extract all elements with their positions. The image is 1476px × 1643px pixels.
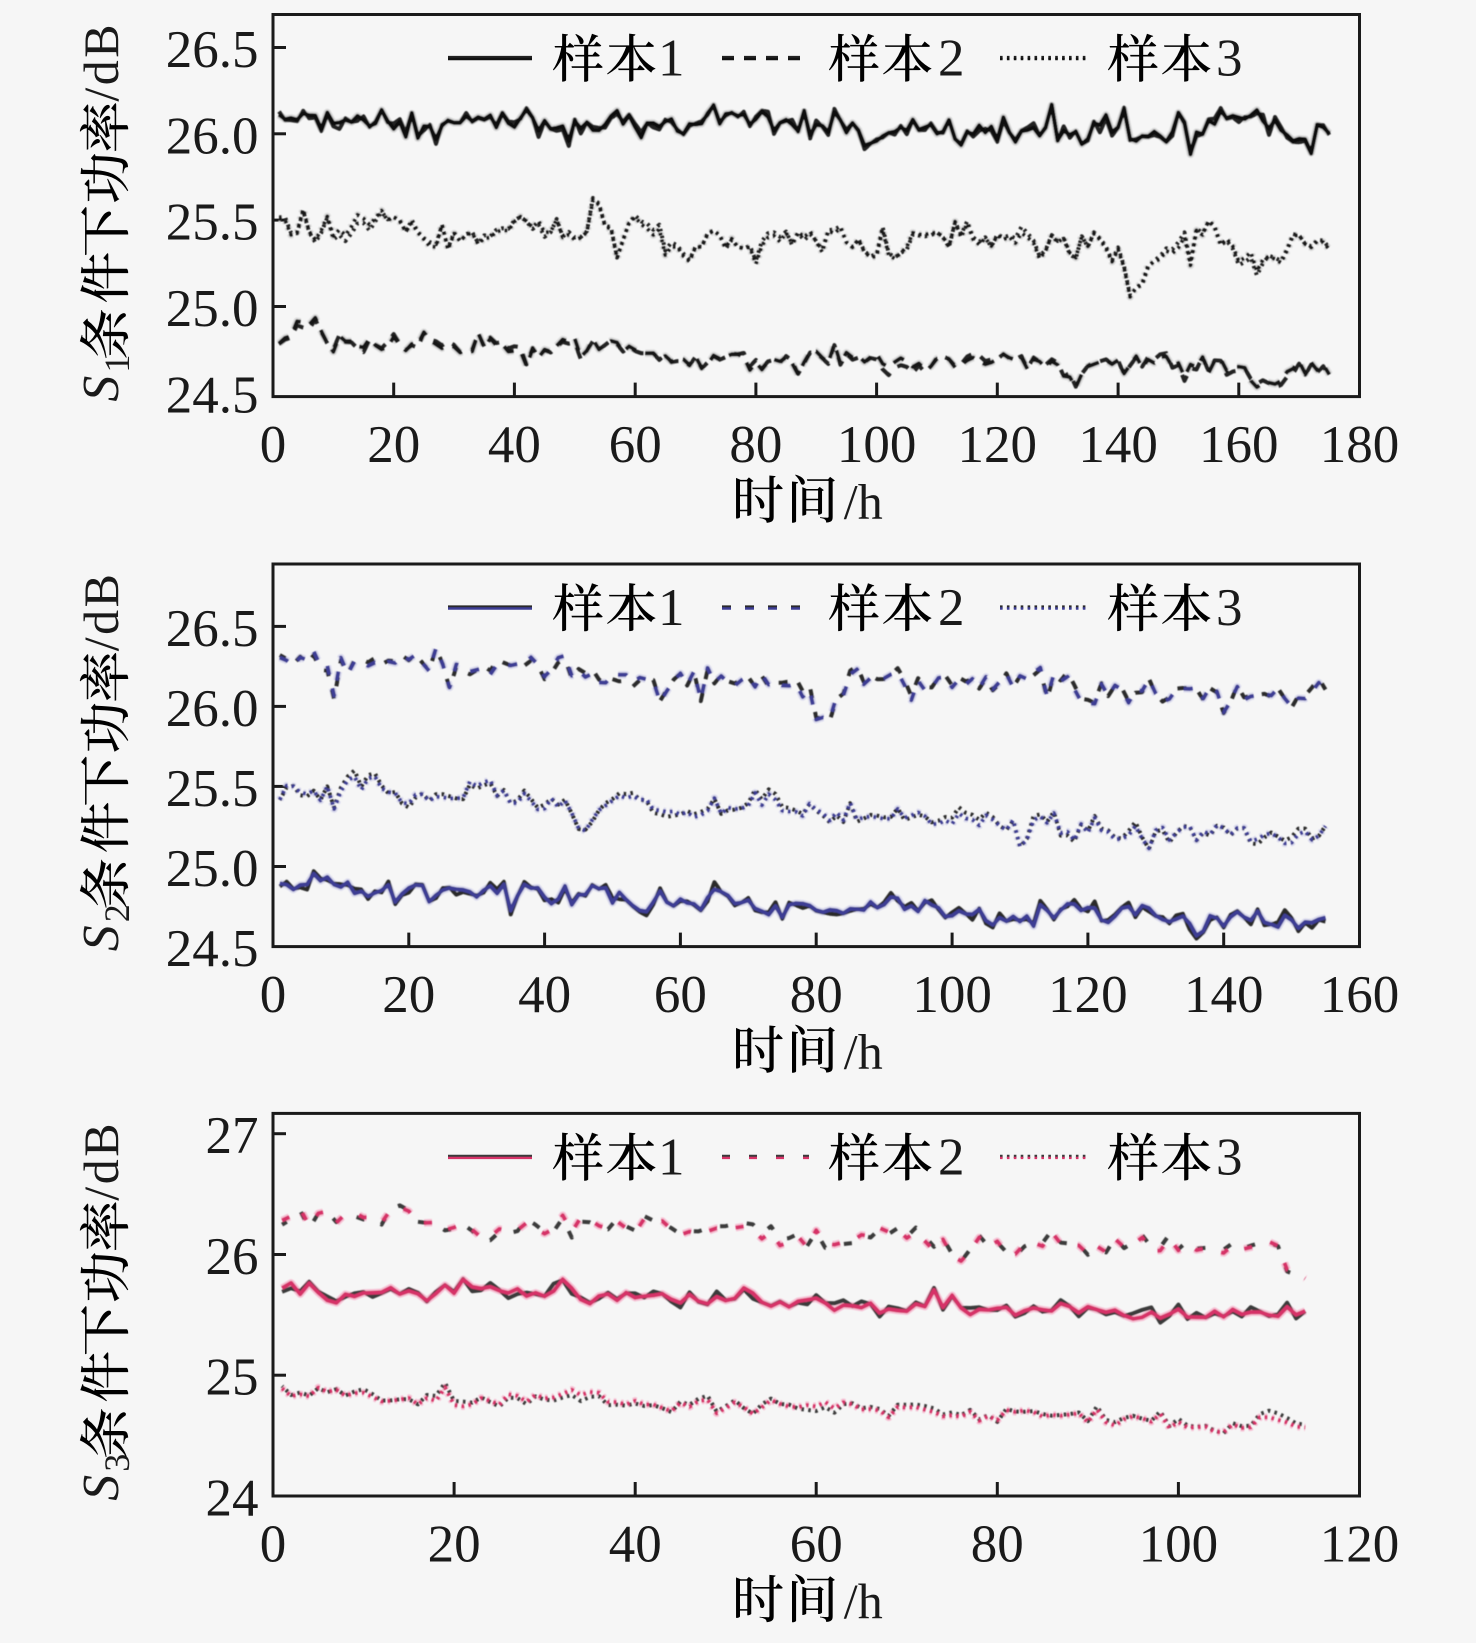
svg-text:25.0: 25.0 — [166, 840, 259, 898]
svg-text:/dB: /dB — [73, 22, 129, 102]
svg-text:160: 160 — [1320, 966, 1400, 1024]
svg-text:140: 140 — [1184, 966, 1264, 1024]
svg-text:25.5: 25.5 — [166, 760, 259, 818]
svg-text:/h: /h — [844, 1573, 883, 1629]
svg-text:2: 2 — [97, 904, 137, 922]
svg-text:25.0: 25.0 — [166, 280, 259, 338]
svg-text:140: 140 — [1078, 416, 1158, 474]
svg-text:180: 180 — [1320, 416, 1400, 474]
svg-text:1: 1 — [658, 30, 685, 88]
svg-text:40: 40 — [518, 966, 571, 1024]
svg-text:120: 120 — [1320, 1516, 1400, 1574]
svg-text:40: 40 — [609, 1516, 662, 1574]
svg-text:/h: /h — [844, 1024, 883, 1080]
svg-text:24: 24 — [206, 1470, 259, 1528]
svg-text:/h: /h — [844, 474, 883, 530]
svg-text:S: S — [73, 1475, 130, 1501]
svg-text:3: 3 — [1216, 579, 1243, 637]
svg-text:26.0: 26.0 — [166, 107, 259, 165]
svg-text:26.0: 26.0 — [166, 680, 259, 738]
svg-text:24.5: 24.5 — [166, 920, 259, 978]
svg-text:100: 100 — [1139, 1516, 1219, 1574]
svg-text:0: 0 — [260, 416, 287, 474]
svg-text:160: 160 — [1199, 416, 1279, 474]
svg-text:S: S — [73, 376, 130, 402]
svg-text:1: 1 — [97, 355, 137, 373]
svg-text:S: S — [73, 925, 130, 951]
svg-text:2: 2 — [938, 30, 965, 88]
svg-text:25: 25 — [206, 1349, 259, 1407]
svg-text:3: 3 — [97, 1454, 137, 1472]
svg-text:3: 3 — [1216, 1128, 1243, 1186]
svg-text:60: 60 — [790, 1516, 843, 1574]
svg-text:80: 80 — [790, 966, 843, 1024]
svg-text:20: 20 — [428, 1516, 481, 1574]
svg-text:80: 80 — [971, 1516, 1024, 1574]
svg-text:26: 26 — [206, 1228, 259, 1286]
svg-text:0: 0 — [260, 1516, 287, 1574]
svg-text:25.5: 25.5 — [166, 194, 259, 252]
svg-text:60: 60 — [654, 966, 707, 1024]
svg-text:20: 20 — [367, 416, 420, 474]
svg-text:100: 100 — [837, 416, 917, 474]
svg-text:2: 2 — [938, 1128, 965, 1186]
svg-text:27: 27 — [206, 1107, 259, 1165]
svg-text:3: 3 — [1216, 30, 1243, 88]
svg-text:40: 40 — [488, 416, 541, 474]
svg-text:0: 0 — [260, 966, 287, 1024]
svg-text:120: 120 — [1048, 966, 1128, 1024]
svg-text:20: 20 — [382, 966, 435, 1024]
svg-text:120: 120 — [958, 416, 1038, 474]
svg-text:1: 1 — [658, 579, 685, 637]
svg-text:26.5: 26.5 — [166, 600, 259, 658]
svg-text:60: 60 — [609, 416, 662, 474]
svg-text:/dB: /dB — [73, 572, 129, 652]
svg-text:2: 2 — [938, 579, 965, 637]
svg-text:100: 100 — [912, 966, 992, 1024]
svg-text:24.5: 24.5 — [166, 366, 259, 424]
svg-text:26.5: 26.5 — [166, 21, 259, 79]
svg-text:80: 80 — [729, 416, 782, 474]
svg-text:/dB: /dB — [73, 1121, 129, 1201]
svg-text:1: 1 — [658, 1128, 685, 1186]
